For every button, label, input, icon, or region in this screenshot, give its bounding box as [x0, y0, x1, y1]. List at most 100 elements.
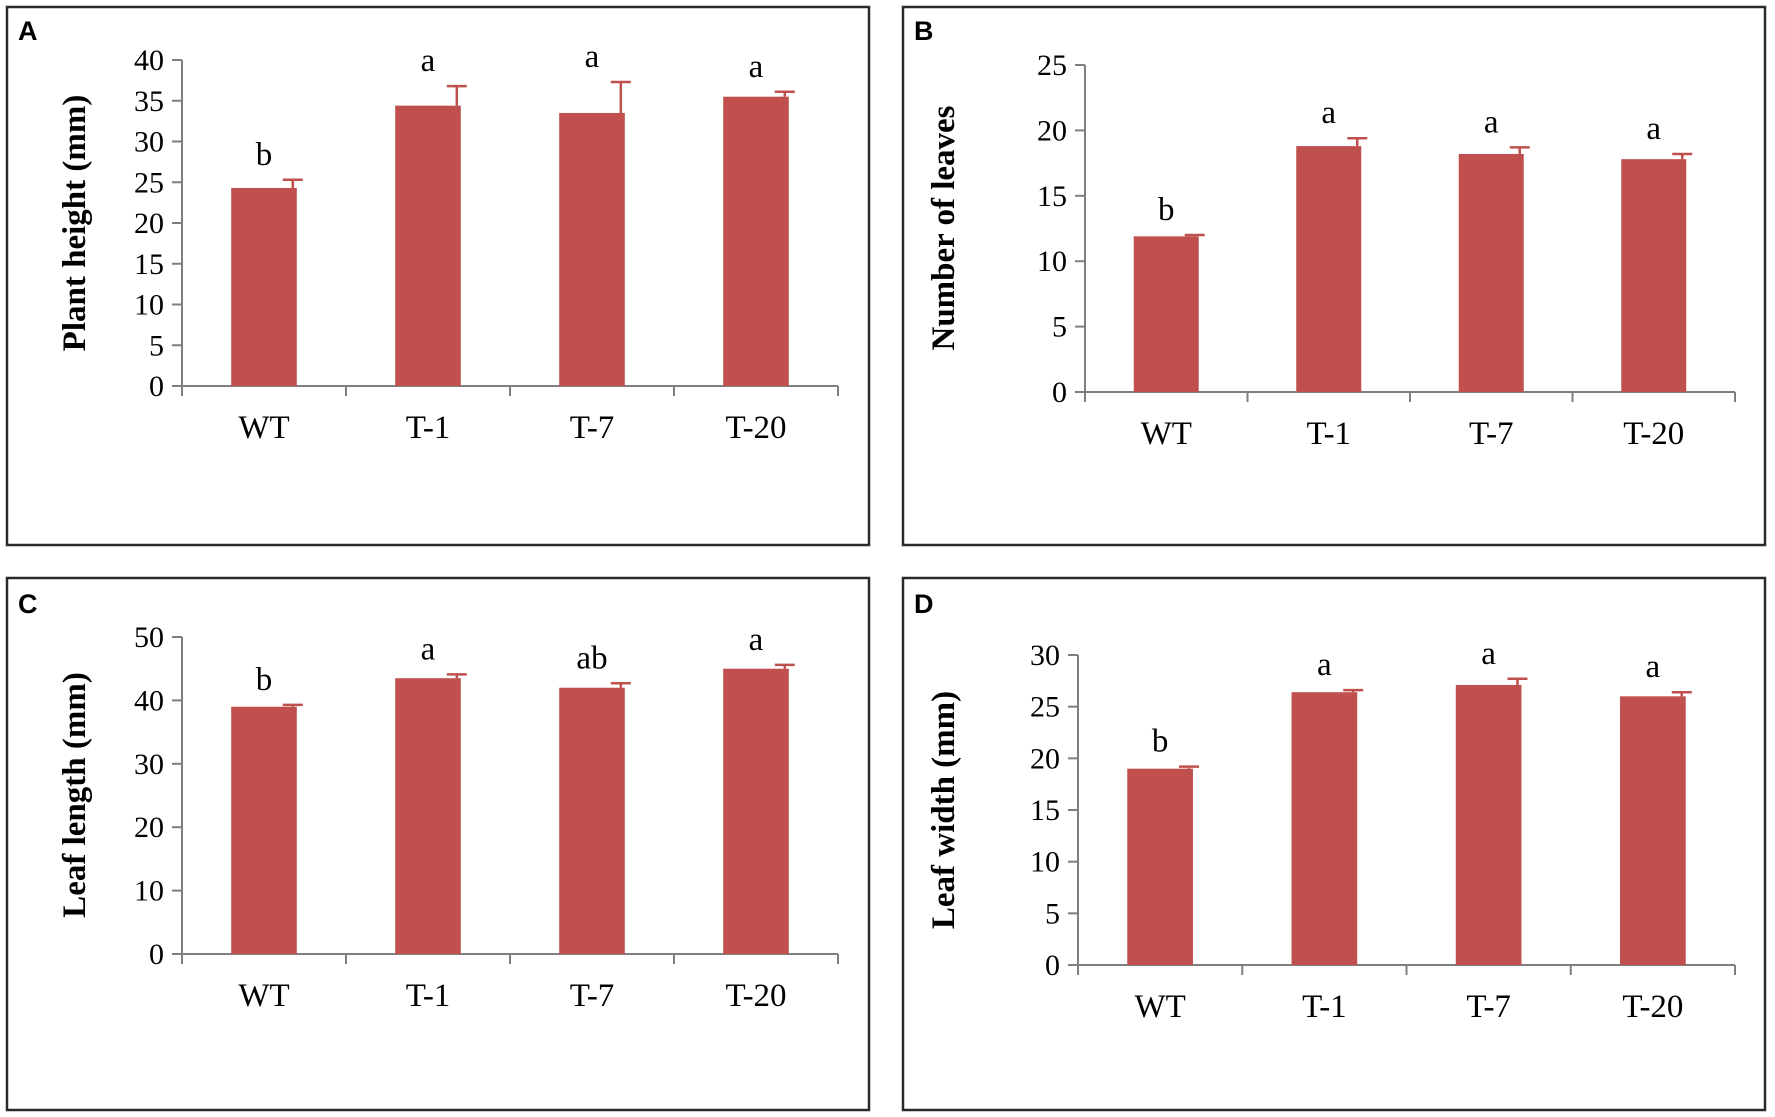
significance-label-wt: b: [256, 662, 273, 698]
y-tick-label-40: 40: [134, 684, 164, 717]
x-category-label-wt: WT: [1141, 416, 1192, 452]
y-tick-label-25: 25: [1030, 691, 1060, 724]
significance-label-t-20: a: [749, 622, 764, 658]
x-category-label-t-20: T-20: [725, 410, 786, 446]
y-tick-label-5: 5: [1045, 897, 1060, 930]
x-category-label-t-20: T-20: [1622, 989, 1683, 1025]
panel-a: A 0 5 10 15 20 25 30 35 40 Plant height (mm) b WT a T…: [5, 5, 871, 547]
x-category-label-t-7: T-7: [1469, 416, 1514, 452]
panel-d-plot: 0 5 10 15 20 25 30 Leaf width (mm) b WT a T-1 a T-7 a T…: [926, 636, 1736, 1025]
y-tick-label-30: 30: [134, 748, 164, 781]
error-bar-wt: [1184, 233, 1205, 237]
error-bar-t-20: [774, 90, 795, 97]
y-tick-label-10: 10: [1030, 846, 1060, 879]
y-tick-label-5: 5: [149, 329, 164, 362]
x-category-label-wt: WT: [1134, 989, 1185, 1025]
y-tick-label-30: 30: [1030, 639, 1060, 672]
panel-b-letter: B: [914, 16, 934, 46]
significance-label-wt: b: [1158, 192, 1175, 228]
y-axis-title: Number of leaves: [926, 105, 962, 350]
error-bar-t-20: [1672, 152, 1693, 160]
bar-t-7: [559, 112, 625, 386]
panel-d-letter: D: [914, 589, 934, 619]
bar-t-1: [395, 105, 461, 386]
bar-t-20: [723, 668, 789, 954]
y-tick-label-10: 10: [1037, 245, 1067, 278]
y-tick-label-35: 35: [134, 85, 164, 118]
error-bar-t-7: [1507, 677, 1528, 685]
bar-wt: [1127, 768, 1193, 965]
bar-t-20: [723, 96, 789, 387]
y-axis-title: Plant height (mm): [57, 95, 93, 352]
x-category-label-t-1: T-1: [406, 410, 451, 446]
x-category-label-t-7: T-7: [570, 978, 615, 1014]
y-axis-title: Leaf length (mm): [57, 672, 93, 918]
bar-t-7: [559, 687, 625, 954]
error-bar-t-1: [446, 84, 467, 106]
x-category-label-t-1: T-1: [1302, 989, 1347, 1025]
significance-label-t-20: a: [1646, 649, 1661, 685]
significance-label-t-7: ab: [576, 640, 607, 676]
y-tick-label-10: 10: [134, 289, 164, 322]
error-bar-t-1: [1343, 688, 1364, 693]
bar-wt: [231, 706, 297, 954]
significance-label-t-7: a: [1481, 636, 1496, 672]
error-bar-wt: [282, 703, 303, 707]
y-axis-title: Leaf width (mm): [926, 691, 962, 929]
y-tick-label-0: 0: [149, 370, 164, 403]
y-tick-label-30: 30: [134, 126, 164, 159]
y-tick-label-20: 20: [1037, 114, 1067, 147]
error-bar-t-1: [446, 673, 467, 679]
significance-label-t-1: a: [421, 631, 436, 667]
y-tick-label-0: 0: [149, 938, 164, 971]
bar-t-1: [1291, 692, 1358, 965]
y-tick-label-15: 15: [134, 248, 164, 281]
error-bar-wt: [1178, 765, 1199, 769]
panel-a-plot: 0 5 10 15 20 25 30 35 40 Plant height (mm) b WT a T-1…: [57, 39, 839, 446]
y-tick-label-25: 25: [134, 166, 164, 199]
x-category-label-wt: WT: [238, 978, 289, 1014]
x-category-label-t-1: T-1: [1306, 416, 1351, 452]
bar-t-7: [1455, 684, 1522, 965]
y-tick-label-0: 0: [1045, 949, 1060, 982]
error-bar-t-1: [1347, 136, 1368, 147]
y-tick-label-50: 50: [134, 621, 164, 654]
y-tick-label-0: 0: [1052, 376, 1067, 409]
significance-label-t-20: a: [1646, 111, 1661, 147]
y-tick-label-20: 20: [134, 811, 164, 844]
significance-label-t-7: a: [585, 39, 600, 75]
x-category-label-t-20: T-20: [725, 978, 786, 1014]
bar-t-20: [1620, 696, 1686, 965]
error-bar-t-20: [774, 663, 795, 669]
y-tick-label-15: 15: [1030, 794, 1060, 827]
significance-label-t-1: a: [1317, 647, 1332, 683]
significance-label-wt: b: [1152, 724, 1169, 760]
y-tick-label-20: 20: [1030, 742, 1060, 775]
bar-t-7: [1458, 153, 1524, 392]
error-bar-t-20: [1671, 690, 1692, 697]
error-bar-t-7: [1509, 146, 1530, 154]
panel-b: B 0 5 10 15 20 25 Number of leaves b WT a T-1 a T-7 a…: [901, 5, 1767, 547]
x-category-label-t-1: T-1: [406, 978, 451, 1014]
panel-c-letter: C: [18, 589, 38, 619]
significance-label-t-20: a: [749, 49, 764, 85]
x-category-label-t-7: T-7: [570, 410, 615, 446]
y-tick-label-25: 25: [1037, 49, 1067, 82]
bar-t-1: [395, 678, 461, 954]
panel-d: D 0 5 10 15 20 25 30 Leaf width (mm) b WT a T-1 a T-7…: [901, 576, 1767, 1112]
y-tick-label-40: 40: [134, 44, 164, 77]
error-bar-t-7: [610, 80, 631, 113]
bar-t-1: [1296, 146, 1362, 392]
error-bar-wt: [282, 178, 303, 188]
y-tick-label-20: 20: [134, 207, 164, 240]
bar-wt: [1133, 236, 1199, 392]
panel-c-plot: 0 10 20 30 40 50 Leaf length (mm) b WT a T-1 ab T-7 a…: [57, 621, 839, 1014]
y-tick-label-10: 10: [134, 875, 164, 908]
significance-label-t-1: a: [421, 43, 436, 79]
bar-wt: [231, 187, 297, 386]
significance-label-wt: b: [256, 137, 273, 173]
y-tick-label-15: 15: [1037, 180, 1067, 213]
x-category-label-t-7: T-7: [1466, 989, 1511, 1025]
panel-b-plot: 0 5 10 15 20 25 Number of leaves b WT a T-1 a T-7 a T-…: [926, 49, 1736, 452]
